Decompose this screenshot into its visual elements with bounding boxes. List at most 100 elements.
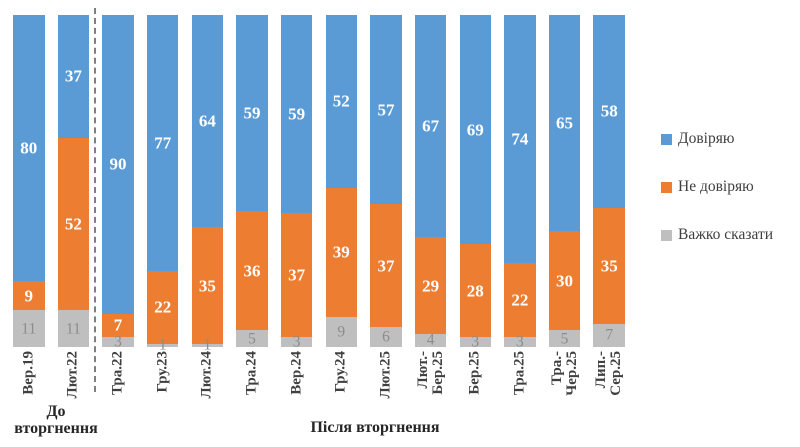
bar-segment: 22 [146, 270, 179, 344]
segment-value-label: 67 [422, 116, 440, 136]
bar-segment: 7 [593, 323, 625, 347]
segment-value-label: 57 [377, 100, 395, 120]
legend: Довіряю Не довіряю Важко сказати [661, 130, 773, 244]
legend-item-trust: Довіряю [661, 130, 773, 148]
segment-value-label: 58 [600, 101, 618, 121]
hard-to-say-swatch-icon [661, 229, 672, 241]
bar-segment: 29 [414, 237, 447, 334]
bar-7: 59 37 3 [280, 15, 313, 349]
legend-label: Довіряю [678, 130, 735, 147]
bar-5: 64 35 1 [191, 15, 224, 353]
segment-value-label: 11 [21, 319, 37, 337]
legend-label: Важко сказати [678, 226, 774, 243]
bar-13: 65 30 5 [548, 15, 581, 347]
segment-value-label: 64 [198, 111, 216, 131]
segment-value-label: 4 [426, 331, 435, 349]
bar-segment: 9 [13, 280, 45, 311]
segment-value-label: 74 [511, 129, 529, 149]
bar-14: 58 35 7 [593, 15, 625, 347]
bar-3: 90 7 3 [102, 15, 134, 349]
bar-segment: 3 [280, 334, 313, 349]
group-label-before-invasion: До вторгнення [14, 403, 98, 437]
segment-value-label: 80 [20, 138, 38, 158]
segment-value-label: 9 [24, 286, 34, 306]
bar-segment: 3 [504, 334, 536, 349]
segment-value-label: 52 [64, 214, 82, 234]
bar-2: 37 52 11 [57, 15, 90, 347]
bar-9: 57 37 6 [370, 15, 402, 347]
segment-value-label: 37 [377, 256, 395, 276]
segment-value-label: 3 [292, 333, 301, 351]
x-axis-tick-label: Лип.- Сер.25 [593, 351, 625, 396]
bar-segment: 11 [57, 310, 90, 347]
segment-value-label: 69 [466, 120, 484, 140]
segment-value-label: 7 [113, 315, 123, 335]
segment-value-label: 3 [516, 333, 524, 351]
x-axis-tick-label: Тра.22 [109, 351, 126, 396]
segment-value-label: 22 [154, 297, 172, 317]
bar-segment: 7 [102, 313, 134, 338]
bar-segment: 4 [414, 333, 447, 348]
bar-8: 52 39 9 [325, 15, 358, 347]
bar-segment: 74 [504, 15, 536, 264]
bar-segment: 37 [280, 212, 313, 337]
segment-value-label: 11 [65, 319, 81, 337]
segment-value-label: 7 [605, 326, 614, 344]
bar-segment: 52 [57, 137, 90, 311]
bar-segment: 59 [236, 15, 268, 211]
segment-value-label: 52 [332, 91, 350, 111]
segment-value-label: 30 [556, 271, 574, 291]
bar-segment: 67 [414, 15, 447, 238]
bar-segment: 65 [548, 15, 581, 231]
bar-segment: 90 [102, 15, 134, 314]
bar-segment: 5 [548, 330, 581, 347]
bar-4: 77 22 1 [146, 15, 179, 353]
segment-value-label: 36 [243, 261, 261, 281]
legend-label: Не довіряю [678, 178, 754, 195]
segment-value-label: 5 [560, 329, 569, 347]
bar-segment: 52 [325, 15, 358, 188]
bar-segment: 9 [325, 317, 358, 347]
bar-6: 59 36 5 [236, 15, 268, 347]
bar-10: 67 29 4 [414, 15, 447, 348]
bar-segment: 69 [459, 15, 491, 245]
bar-segment: 22 [504, 263, 536, 337]
x-axis-tick-label: Лют.24 [198, 351, 215, 399]
bar-segment: 35 [191, 227, 224, 344]
legend-item-hard-to-say: Важко сказати [661, 226, 773, 244]
segment-value-label: 59 [288, 104, 306, 124]
bar-1: 80 9 11 [13, 15, 45, 347]
group-label-after-invasion: Після вторгнення [310, 419, 440, 436]
segment-value-label: 29 [422, 276, 440, 296]
x-axis-tick-label: Лют.25 [377, 351, 394, 399]
bar-segment: 1 [191, 338, 224, 353]
segment-value-label: 5 [248, 329, 256, 347]
bar-segment: 37 [370, 204, 402, 328]
bar-segment: 35 [593, 207, 625, 324]
bar-segment: 5 [236, 330, 268, 347]
segment-value-label: 22 [511, 290, 529, 310]
bar-segment: 11 [13, 310, 45, 347]
bar-segment: 37 [57, 15, 90, 138]
bar-segment: 6 [370, 327, 402, 347]
segment-value-label: 59 [243, 103, 261, 123]
x-axis-tick-label: Лют.22 [64, 351, 81, 399]
bar-segment: 58 [593, 15, 625, 208]
bar-12: 74 22 3 [504, 15, 536, 349]
bar-segment: 64 [191, 15, 224, 228]
segment-value-label: 3 [114, 333, 122, 351]
x-axis-tick-label: Тра.24 [243, 351, 260, 396]
segment-value-label: 90 [109, 154, 127, 174]
segment-value-label: 77 [154, 133, 172, 153]
before-after-separator-line [94, 8, 96, 392]
x-axis-tick-label: Тра.25 [511, 351, 528, 396]
bar-segment: 28 [459, 244, 491, 338]
segment-value-label: 35 [600, 256, 618, 276]
distrust-swatch-icon [661, 181, 672, 193]
segment-value-label: 28 [466, 281, 484, 301]
trust-swatch-icon [661, 133, 672, 145]
bar-11: 69 28 3 [459, 15, 491, 349]
legend-item-distrust: Не довіряю [661, 178, 773, 196]
segment-value-label: 35 [198, 276, 216, 296]
